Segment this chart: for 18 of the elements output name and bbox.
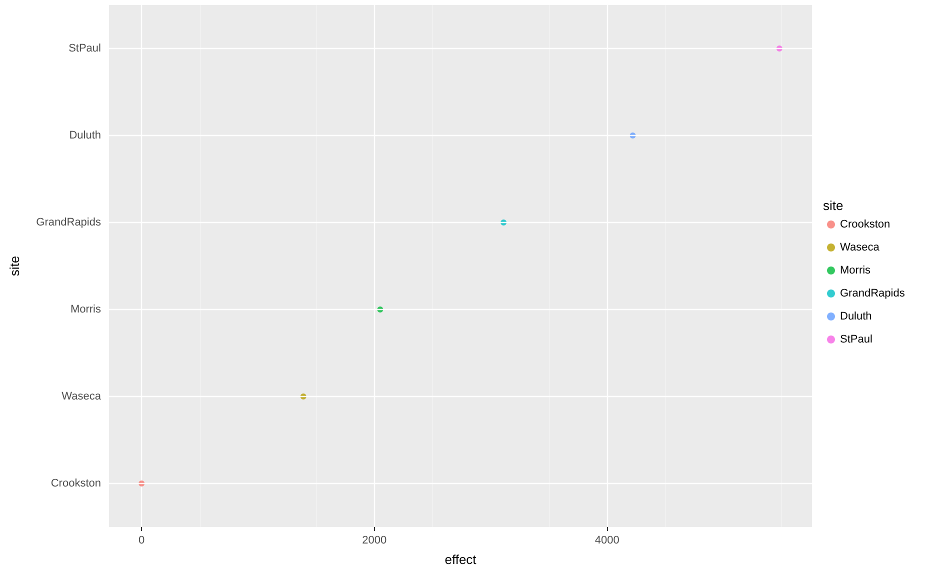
x-tick-label: 0 xyxy=(138,534,145,546)
legend-label: Waseca xyxy=(840,242,880,254)
y-tick-label: GrandRapids xyxy=(36,216,102,228)
legend-label: GrandRapids xyxy=(840,288,906,300)
y-tick-label: Morris xyxy=(70,304,102,316)
x-axis-title: effect xyxy=(444,552,477,567)
y-tick-label: Crookston xyxy=(50,478,101,490)
legend-title: site xyxy=(823,198,844,213)
y-tick-label: Duluth xyxy=(69,130,101,142)
legend-label: Morris xyxy=(840,264,872,276)
legend-label: Duluth xyxy=(840,310,872,322)
x-tick-label: 2000 xyxy=(362,534,387,546)
y-axis-title: site xyxy=(7,256,22,276)
y-tick-label: Waseca xyxy=(62,390,102,402)
x-tick-label: 4000 xyxy=(594,534,620,546)
legend-label: StPaul xyxy=(840,334,872,346)
legend-label: Crookston xyxy=(840,218,890,230)
y-tick-label: StPaul xyxy=(68,42,101,54)
